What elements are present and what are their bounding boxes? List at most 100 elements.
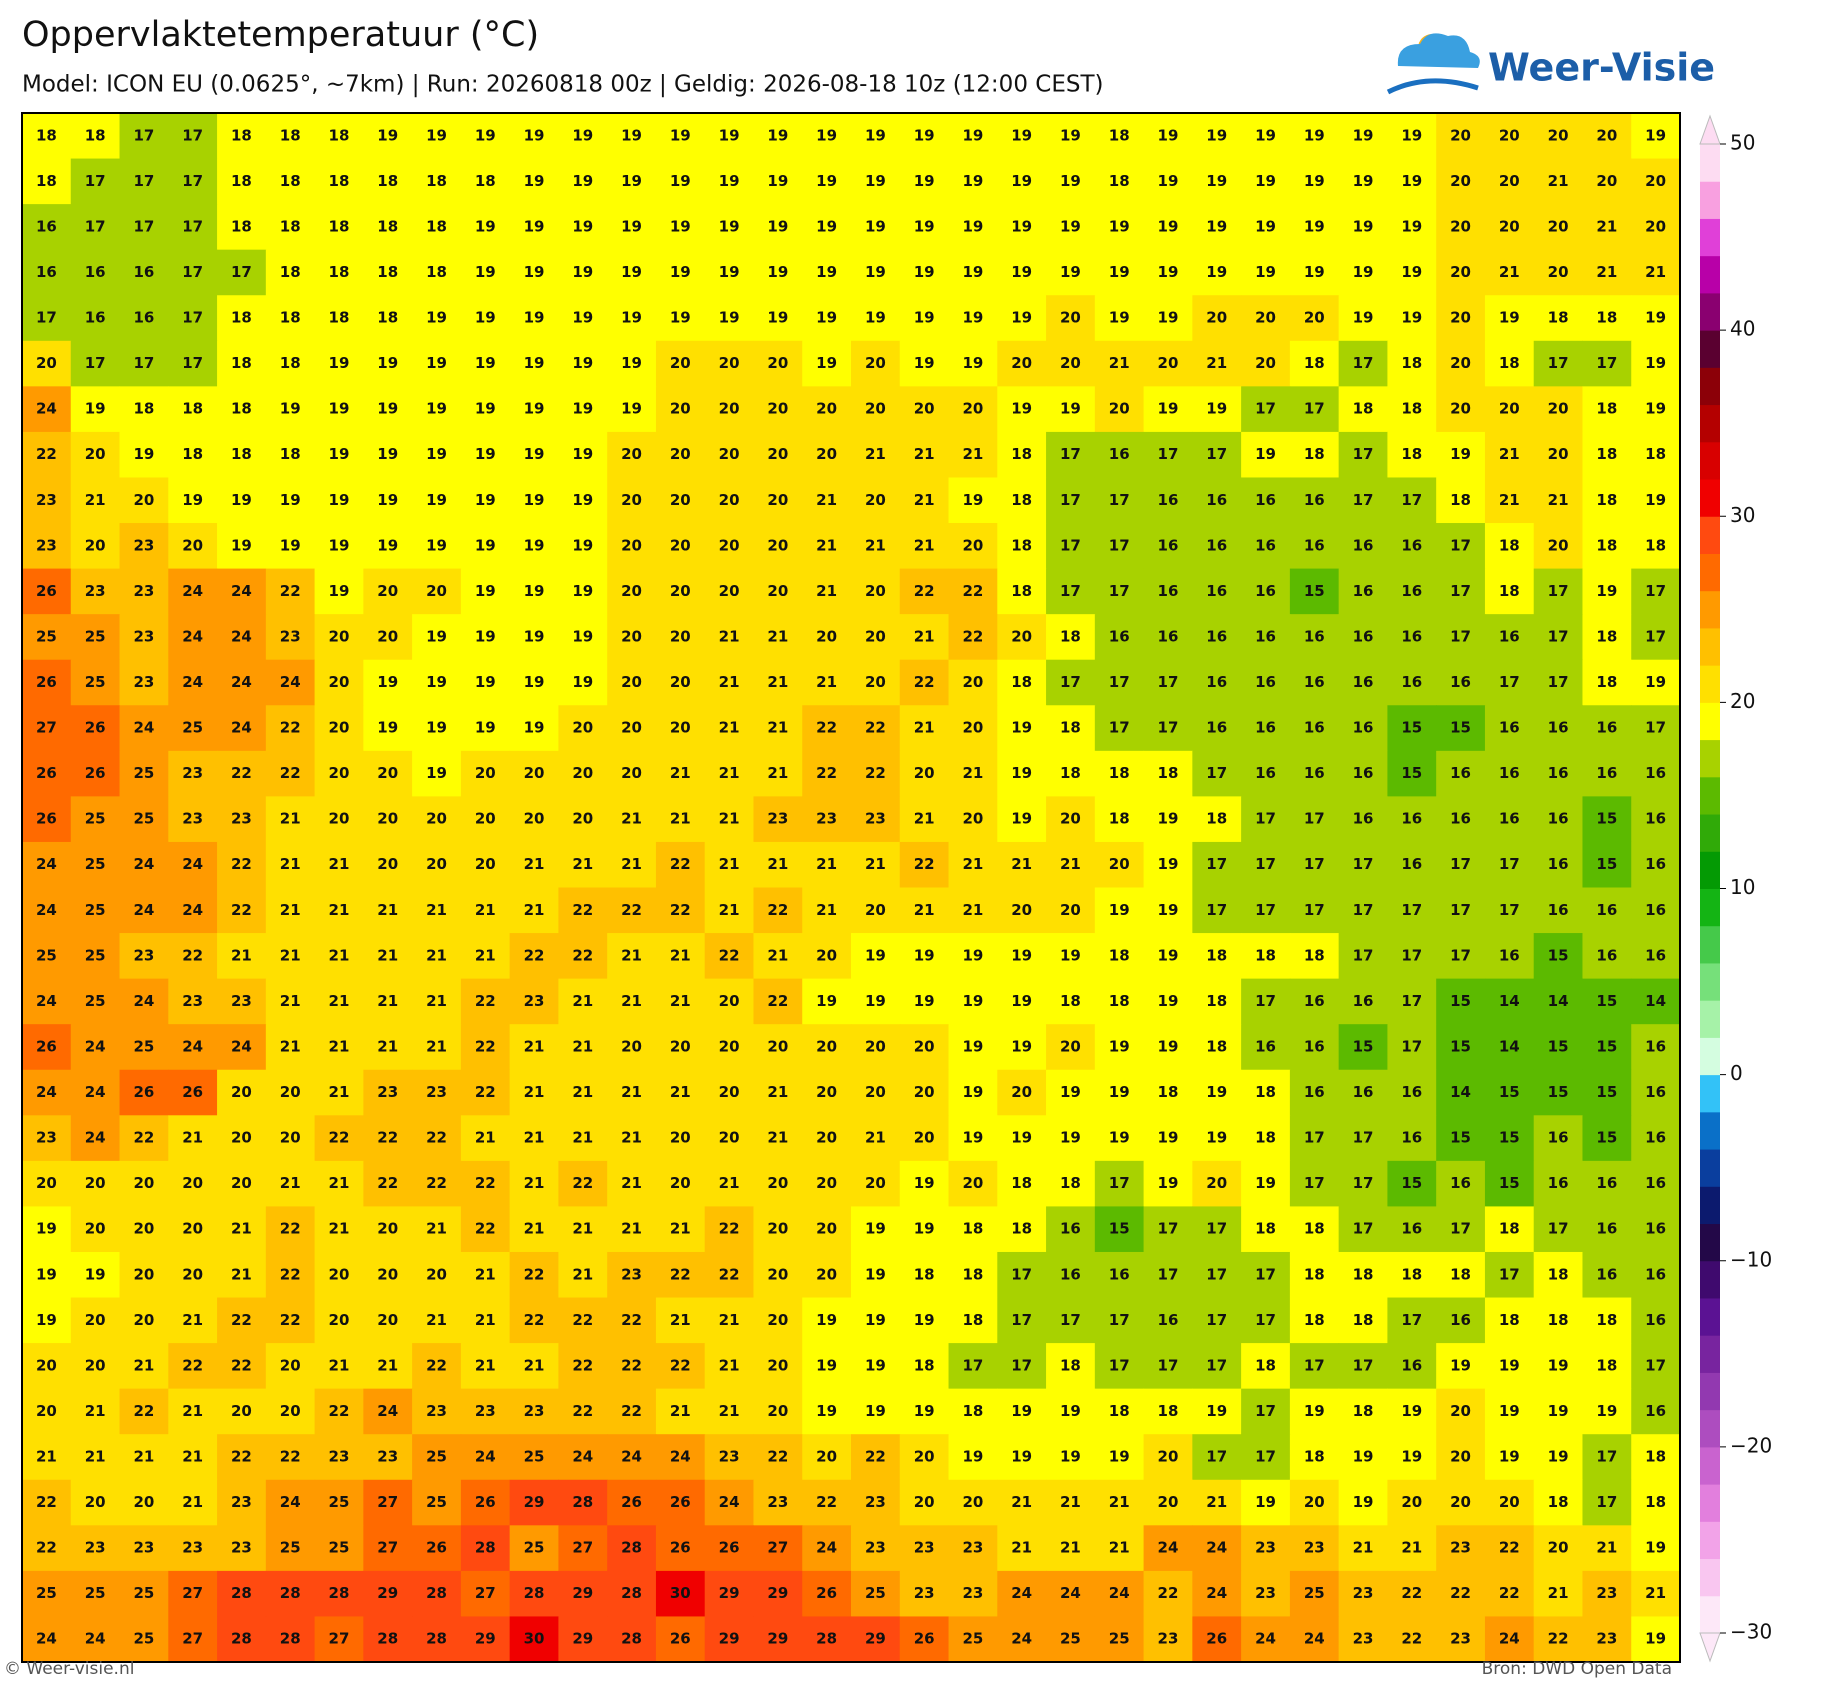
temperature-label: 20 xyxy=(719,536,740,554)
temperature-label: 18 xyxy=(1596,1311,1617,1329)
temperature-label: 21 xyxy=(572,992,593,1010)
temperature-label: 23 xyxy=(767,810,788,828)
temperature-label: 25 xyxy=(962,1630,983,1648)
temperature-label: 21 xyxy=(719,1311,740,1329)
temperature-label: 19 xyxy=(572,172,593,190)
temperature-cell xyxy=(607,204,657,251)
temperature-label: 19 xyxy=(1011,1402,1032,1420)
temperature-cell xyxy=(1289,158,1340,205)
temperature-cell xyxy=(412,204,462,251)
temperature-label: 17 xyxy=(1255,1447,1276,1465)
temperature-label: 26 xyxy=(85,764,106,782)
temperature-cell xyxy=(1094,614,1145,661)
chart-title: Oppervlaktetemperatuur (°C) xyxy=(22,15,539,55)
temperature-label: 19 xyxy=(377,126,398,144)
temperature-label: 18 xyxy=(1109,1402,1130,1420)
temperature-cell xyxy=(460,523,511,570)
temperature-label: 19 xyxy=(426,719,447,737)
temperature-label: 21 xyxy=(475,901,496,919)
temperature-cell xyxy=(1143,705,1193,752)
temperature-label: 17 xyxy=(1011,1265,1032,1283)
temperature-cell xyxy=(412,523,462,570)
temperature-label: 21 xyxy=(1206,1493,1227,1511)
temperature-label: 16 xyxy=(1645,1037,1666,1055)
temperature-label: 18 xyxy=(1353,1311,1374,1329)
temperature-cell xyxy=(70,386,121,433)
temperature-cell xyxy=(1046,249,1096,296)
temperature-cell xyxy=(997,614,1047,661)
temperature-label: 19 xyxy=(865,1402,886,1420)
temperature-label: 19 xyxy=(524,172,545,190)
temperature-cell xyxy=(119,158,169,205)
temperature-cell xyxy=(265,295,316,342)
temperature-cell xyxy=(1387,523,1437,570)
temperature-label: 21 xyxy=(524,1129,545,1147)
temperature-label: 16 xyxy=(1645,764,1666,782)
temperature-label: 19 xyxy=(719,309,740,327)
temperature-label: 24 xyxy=(85,1630,106,1648)
temperature-cell xyxy=(948,340,998,387)
colorbar-band xyxy=(1700,888,1720,927)
temperature-cell xyxy=(1484,386,1535,433)
temperature-cell xyxy=(1094,204,1145,251)
temperature-label: 14 xyxy=(1645,992,1666,1010)
temperature-label: 20 xyxy=(133,1220,154,1238)
temperature-label: 20 xyxy=(1548,217,1569,235)
temperature-label: 21 xyxy=(280,810,301,828)
temperature-label: 17 xyxy=(1499,855,1520,873)
temperature-cell xyxy=(509,340,559,387)
temperature-cell xyxy=(1046,113,1096,160)
temperature-label: 17 xyxy=(36,309,57,327)
temperature-cell xyxy=(217,431,267,478)
temperature-label: 21 xyxy=(1548,172,1569,190)
temperature-cell xyxy=(363,431,413,478)
colorbar-band xyxy=(1700,1484,1720,1522)
temperature-label: 20 xyxy=(329,719,350,737)
temperature-label: 18 xyxy=(1255,1129,1276,1147)
temperature-cell xyxy=(22,204,72,251)
temperature-label: 15 xyxy=(1450,1037,1471,1055)
temperature-cell xyxy=(1289,705,1340,752)
temperature-label: 20 xyxy=(767,491,788,509)
temperature-label: 16 xyxy=(1645,1083,1666,1101)
temperature-label: 14 xyxy=(1450,1083,1471,1101)
temperature-label: 21 xyxy=(719,1174,740,1192)
temperature-cell xyxy=(1289,659,1340,706)
temperature-label: 19 xyxy=(1499,1402,1520,1420)
temperature-cell xyxy=(1046,158,1096,205)
temperature-label: 17 xyxy=(1158,1220,1179,1238)
temperature-cell xyxy=(899,523,950,570)
temperature-cell xyxy=(1241,705,1291,752)
temperature-label: 22 xyxy=(621,1311,642,1329)
temperature-label: 17 xyxy=(1011,1356,1032,1374)
temperature-label: 23 xyxy=(133,582,154,600)
temperature-cell xyxy=(1094,158,1145,205)
temperature-cell xyxy=(1289,568,1340,615)
temperature-label: 19 xyxy=(572,400,593,418)
colorbar-band xyxy=(1700,1000,1720,1038)
temperature-cell xyxy=(509,568,559,615)
temperature-label: 28 xyxy=(426,1630,447,1648)
temperature-label: 15 xyxy=(1450,719,1471,737)
temperature-cell xyxy=(948,568,998,615)
temperature-cell xyxy=(948,204,998,251)
temperature-cell xyxy=(753,431,803,478)
temperature-label: 19 xyxy=(1401,217,1422,235)
temperature-cell xyxy=(70,523,121,570)
temperature-cell xyxy=(412,614,462,661)
temperature-label: 17 xyxy=(1255,810,1276,828)
temperature-label: 19 xyxy=(865,263,886,281)
temperature-label: 19 xyxy=(1158,1037,1179,1055)
temperature-label: 20 xyxy=(767,1402,788,1420)
temperature-label: 15 xyxy=(1596,1037,1617,1055)
temperature-label: 19 xyxy=(719,126,740,144)
temperature-label: 19 xyxy=(1206,263,1227,281)
temperature-cell xyxy=(363,386,413,433)
temperature-label: 21 xyxy=(475,1265,496,1283)
temperature-label: 20 xyxy=(816,1447,837,1465)
temperature-label: 19 xyxy=(329,536,350,554)
temperature-cell xyxy=(899,568,950,615)
colorbar-band xyxy=(1700,925,1720,964)
temperature-label: 22 xyxy=(133,1402,154,1420)
temperature-label: 26 xyxy=(133,1083,154,1101)
